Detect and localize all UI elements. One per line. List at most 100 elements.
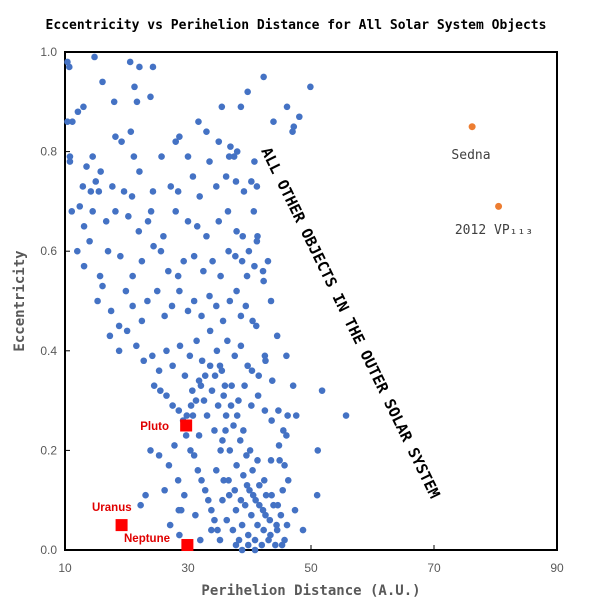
data-point <box>201 372 209 380</box>
data-point <box>112 208 119 215</box>
data-point <box>212 183 220 190</box>
data-point <box>219 317 227 325</box>
data-point <box>267 531 274 539</box>
data-point <box>292 412 300 419</box>
vp113-label: 2012 VP₁₁₃ <box>455 223 533 238</box>
data-point <box>142 491 149 499</box>
data-point <box>206 362 214 370</box>
data-point <box>192 397 200 404</box>
data-point <box>273 521 280 529</box>
data-point <box>232 506 240 514</box>
data-point <box>273 526 281 534</box>
data-point <box>147 447 154 454</box>
data-point <box>165 462 173 469</box>
data-point <box>225 476 232 484</box>
data-point <box>280 427 287 434</box>
data-point <box>166 521 174 529</box>
data-point <box>225 491 233 499</box>
data-point <box>240 472 247 479</box>
data-point <box>291 506 299 514</box>
data-point <box>198 312 205 320</box>
data-point <box>233 227 240 235</box>
data-point <box>69 118 76 126</box>
data-point <box>219 437 226 444</box>
data-point <box>235 397 242 404</box>
data-point <box>231 486 239 494</box>
data-point <box>149 63 157 71</box>
data-point <box>125 213 132 220</box>
data-point <box>217 447 224 454</box>
x-tick-label: 90 <box>550 561 564 575</box>
data-point <box>102 218 110 225</box>
data-point <box>153 287 161 295</box>
data-point <box>169 362 176 370</box>
data-point <box>258 541 266 549</box>
data-point <box>167 183 175 190</box>
data-point <box>267 457 275 464</box>
data-point <box>248 178 255 185</box>
data-point <box>131 83 138 91</box>
data-point <box>265 536 272 544</box>
data-point <box>244 541 252 549</box>
data-point <box>260 277 267 285</box>
data-point <box>228 382 235 389</box>
data-point <box>89 153 96 160</box>
data-point <box>209 257 216 265</box>
data-point <box>216 362 224 370</box>
data-point <box>214 526 221 534</box>
data-point <box>229 526 237 534</box>
data-point <box>133 342 140 350</box>
data-point <box>79 183 87 190</box>
data-point <box>216 536 224 544</box>
data-point <box>296 113 303 121</box>
data-point <box>203 232 210 240</box>
data-point <box>218 103 226 111</box>
x-tick-label: 10 <box>58 561 72 575</box>
data-point <box>169 402 176 409</box>
data-point <box>249 317 256 325</box>
data-point <box>123 327 131 335</box>
data-point <box>117 252 124 260</box>
data-point <box>238 521 246 529</box>
data-point <box>201 486 209 494</box>
data-point <box>89 208 96 215</box>
data-point <box>279 486 287 494</box>
data-point <box>186 352 194 360</box>
data-point <box>232 252 239 260</box>
data-point <box>281 536 288 544</box>
data-point <box>225 153 233 160</box>
data-point <box>244 362 251 370</box>
data-point <box>254 392 262 399</box>
data-point <box>189 387 196 394</box>
outer-solar-system-points <box>64 53 350 554</box>
data-point <box>252 322 260 330</box>
data-point <box>144 297 151 305</box>
data-point <box>176 133 183 140</box>
data-point <box>254 457 261 464</box>
data-point <box>189 412 197 419</box>
data-point <box>283 103 291 111</box>
data-point <box>262 511 269 519</box>
y-tick-label: 0.2 <box>40 443 57 457</box>
data-point <box>218 367 226 375</box>
data-point <box>99 78 106 86</box>
data-point <box>64 118 71 126</box>
data-point <box>240 427 247 434</box>
data-point <box>212 467 220 474</box>
data-point <box>237 103 245 111</box>
data-point <box>256 501 263 509</box>
data-point <box>275 407 282 414</box>
data-point <box>252 496 259 504</box>
data-point <box>307 83 314 91</box>
data-point <box>259 506 267 514</box>
data-point <box>76 203 84 210</box>
data-point <box>172 138 179 145</box>
data-point <box>235 536 243 544</box>
data-point <box>122 287 130 295</box>
planet-marker <box>181 539 194 552</box>
distant-object-point <box>468 123 476 131</box>
data-point <box>284 476 292 484</box>
data-point <box>276 457 283 464</box>
